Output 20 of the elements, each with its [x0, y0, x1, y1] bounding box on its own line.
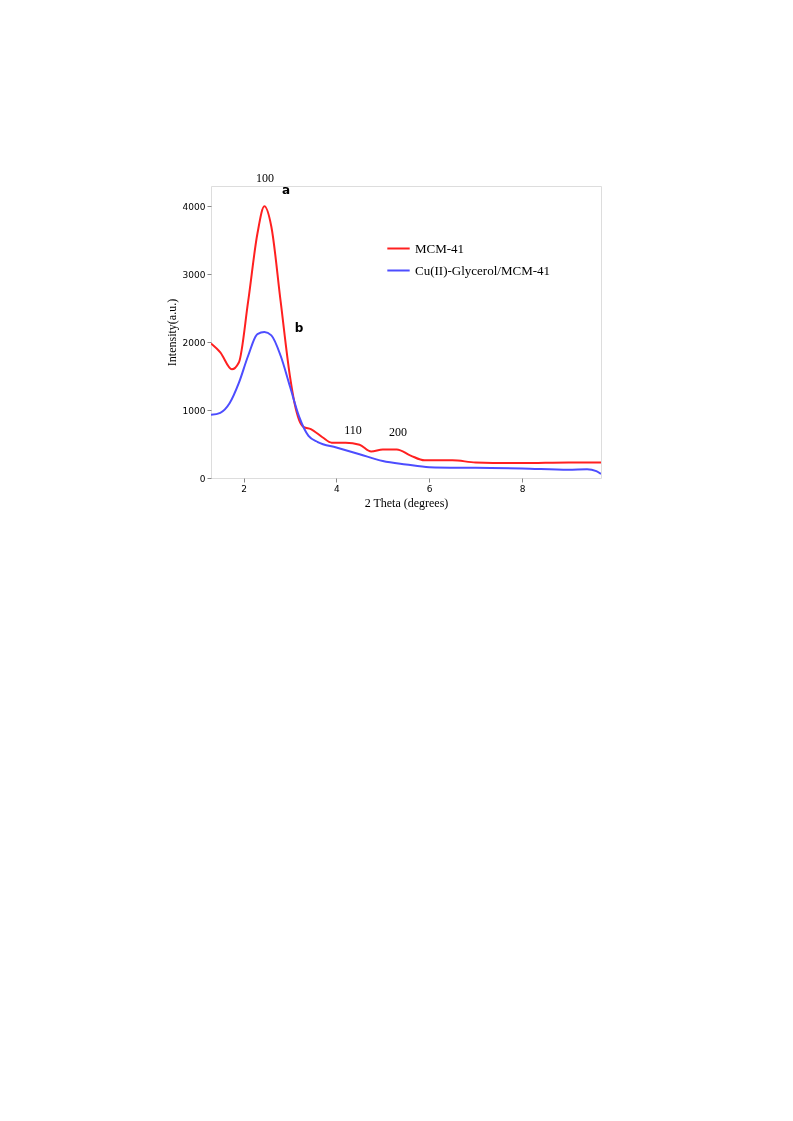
y-tick-label: 3000 [182, 269, 206, 280]
text: 100 [256, 171, 274, 185]
x-tick-label: 8 [519, 483, 526, 494]
annotation: 110 [344, 423, 362, 437]
y-tick-label: 4000 [182, 201, 206, 212]
x-tick-label: 4 [333, 483, 340, 494]
annotation: 200 [389, 425, 407, 439]
y-tick-label: 0 [199, 473, 206, 484]
legend-label: Cu(II)-Glycerol/MCM-41 [415, 262, 551, 278]
annotation: a [281, 183, 291, 197]
y-tick-label: 1000 [182, 405, 206, 416]
line-series [211, 205, 601, 465]
y-tick-label: 2000 [182, 337, 206, 348]
x-axis-title: 2 Theta (degrees) [364, 495, 449, 510]
legend-label: MCM-41 [415, 240, 465, 256]
line-series [211, 331, 601, 475]
annotation: b [294, 321, 304, 335]
y-axis-title: Intensity(a.u.) [164, 298, 179, 367]
x-tick-label: 2 [241, 483, 247, 494]
x-tick-label: 6 [426, 483, 433, 494]
